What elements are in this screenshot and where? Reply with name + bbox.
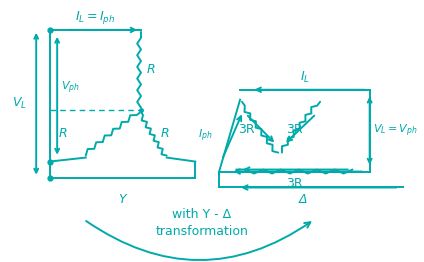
Text: $I_L = I_{ph}$: $I_L = I_{ph}$ bbox=[75, 9, 115, 26]
Text: $V_L = V_{ph}$: $V_L = V_{ph}$ bbox=[374, 122, 418, 139]
Text: 3R: 3R bbox=[286, 177, 303, 190]
Text: $V_L$: $V_L$ bbox=[11, 96, 27, 111]
Text: R: R bbox=[147, 63, 155, 76]
Text: Δ: Δ bbox=[299, 193, 307, 206]
Text: 3R: 3R bbox=[238, 123, 255, 136]
Text: with Y - Δ: with Y - Δ bbox=[173, 208, 232, 221]
Text: transformation: transformation bbox=[156, 225, 248, 238]
Text: $V_{ph}$: $V_{ph}$ bbox=[61, 80, 80, 96]
Text: R: R bbox=[161, 127, 170, 140]
Text: $I_{ph}$: $I_{ph}$ bbox=[198, 127, 213, 144]
Text: 3R: 3R bbox=[286, 123, 302, 136]
Text: $I_L$: $I_L$ bbox=[300, 70, 310, 85]
Text: Y: Y bbox=[118, 193, 126, 206]
Text: R: R bbox=[59, 127, 68, 140]
